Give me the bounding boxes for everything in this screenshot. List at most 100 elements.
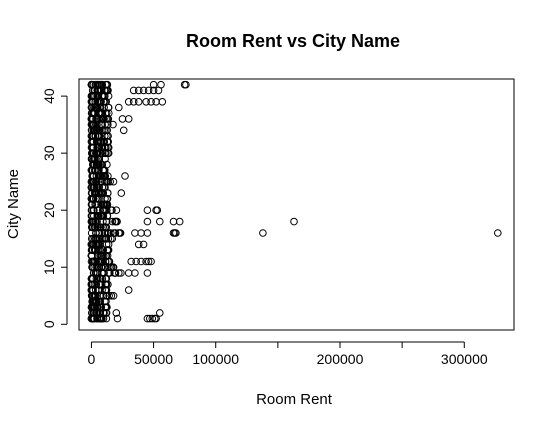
data-point [121, 172, 129, 180]
data-point [88, 143, 97, 152]
data-point [149, 86, 158, 95]
data-point [124, 286, 133, 294]
data-point [88, 149, 96, 157]
data-point [109, 292, 118, 300]
x-tick-label: 300000 [441, 351, 488, 367]
data-point [131, 229, 139, 237]
data-point [109, 120, 117, 129]
data-point [143, 229, 152, 237]
data-point [117, 189, 126, 197]
data-point [157, 80, 165, 89]
data-point [137, 229, 145, 237]
data-point [149, 80, 158, 89]
data-point [96, 80, 104, 89]
data-point [93, 143, 101, 152]
data-point [144, 257, 153, 266]
x-tick-label: 200000 [317, 351, 364, 367]
data-point [143, 269, 152, 277]
data-point [103, 80, 112, 89]
data-point [108, 234, 117, 243]
data-point [88, 286, 97, 294]
data-point [134, 98, 143, 106]
data-point [98, 80, 106, 89]
x-axis-label: Room Rent [256, 391, 333, 408]
data-point [139, 240, 148, 249]
data-point [96, 297, 105, 306]
data-point [93, 80, 102, 89]
data-point [153, 206, 162, 214]
data-point [147, 257, 155, 266]
data-point [112, 217, 120, 226]
x-tick-label: 100000 [192, 351, 239, 367]
data-point [109, 263, 118, 272]
data-point [142, 98, 150, 106]
data-point [107, 229, 115, 237]
data-point [129, 86, 138, 95]
data-point [134, 240, 143, 249]
y-tick-label: 20 [41, 202, 57, 218]
y-tick-label: 30 [41, 145, 57, 161]
data-point [124, 115, 133, 123]
y-axis: 0 10 20 30 40 [41, 88, 68, 328]
data-point [143, 217, 152, 226]
data-point [102, 280, 110, 289]
data-point [152, 314, 160, 323]
data-point [143, 206, 152, 214]
y-axis-label: City Name [5, 169, 22, 239]
data-point [127, 257, 135, 266]
x-tick-label: 0 [88, 351, 96, 367]
data-point [137, 257, 145, 266]
data-point [124, 98, 133, 106]
data-point [143, 314, 152, 323]
data-point [148, 314, 157, 323]
data-point [124, 269, 133, 277]
data-point [95, 160, 103, 169]
data-point [107, 206, 115, 214]
data-point [104, 120, 112, 129]
data-point [156, 309, 164, 317]
data-point [118, 115, 127, 123]
y-tick-label: 40 [41, 88, 57, 104]
data-point [259, 229, 267, 237]
data-point [104, 138, 112, 146]
data-point [99, 223, 107, 232]
data-point [115, 229, 123, 237]
data-point [175, 217, 184, 226]
data-point [142, 257, 150, 266]
data-points [87, 80, 502, 323]
data-point [97, 263, 106, 272]
data-point [103, 217, 111, 226]
data-point [102, 303, 111, 312]
data-point [93, 166, 102, 175]
data-point [152, 98, 160, 106]
data-point [132, 257, 140, 266]
y-tick-label: 0 [41, 320, 57, 328]
data-point [107, 292, 116, 300]
plot-area [78, 78, 515, 331]
data-point [147, 98, 155, 106]
data-point [172, 229, 180, 237]
data-point [156, 217, 164, 226]
data-point [131, 269, 139, 277]
data-point [108, 217, 117, 226]
data-point [112, 309, 121, 317]
data-point [92, 280, 100, 289]
data-point [88, 280, 97, 289]
data-point [113, 314, 122, 323]
x-axis: 0 50000 100000 200000 300000 [88, 341, 488, 367]
data-point [87, 80, 96, 89]
data-point [94, 212, 102, 220]
data-point [105, 109, 113, 117]
data-point [87, 252, 96, 260]
data-point [117, 269, 125, 277]
data-point [129, 98, 138, 106]
data-point [290, 217, 298, 226]
data-point [115, 103, 123, 112]
data-point [139, 86, 148, 95]
data-point [93, 149, 102, 157]
data-point [112, 206, 121, 214]
data-point [182, 80, 190, 89]
data-point [102, 309, 110, 317]
data-point [158, 98, 167, 106]
